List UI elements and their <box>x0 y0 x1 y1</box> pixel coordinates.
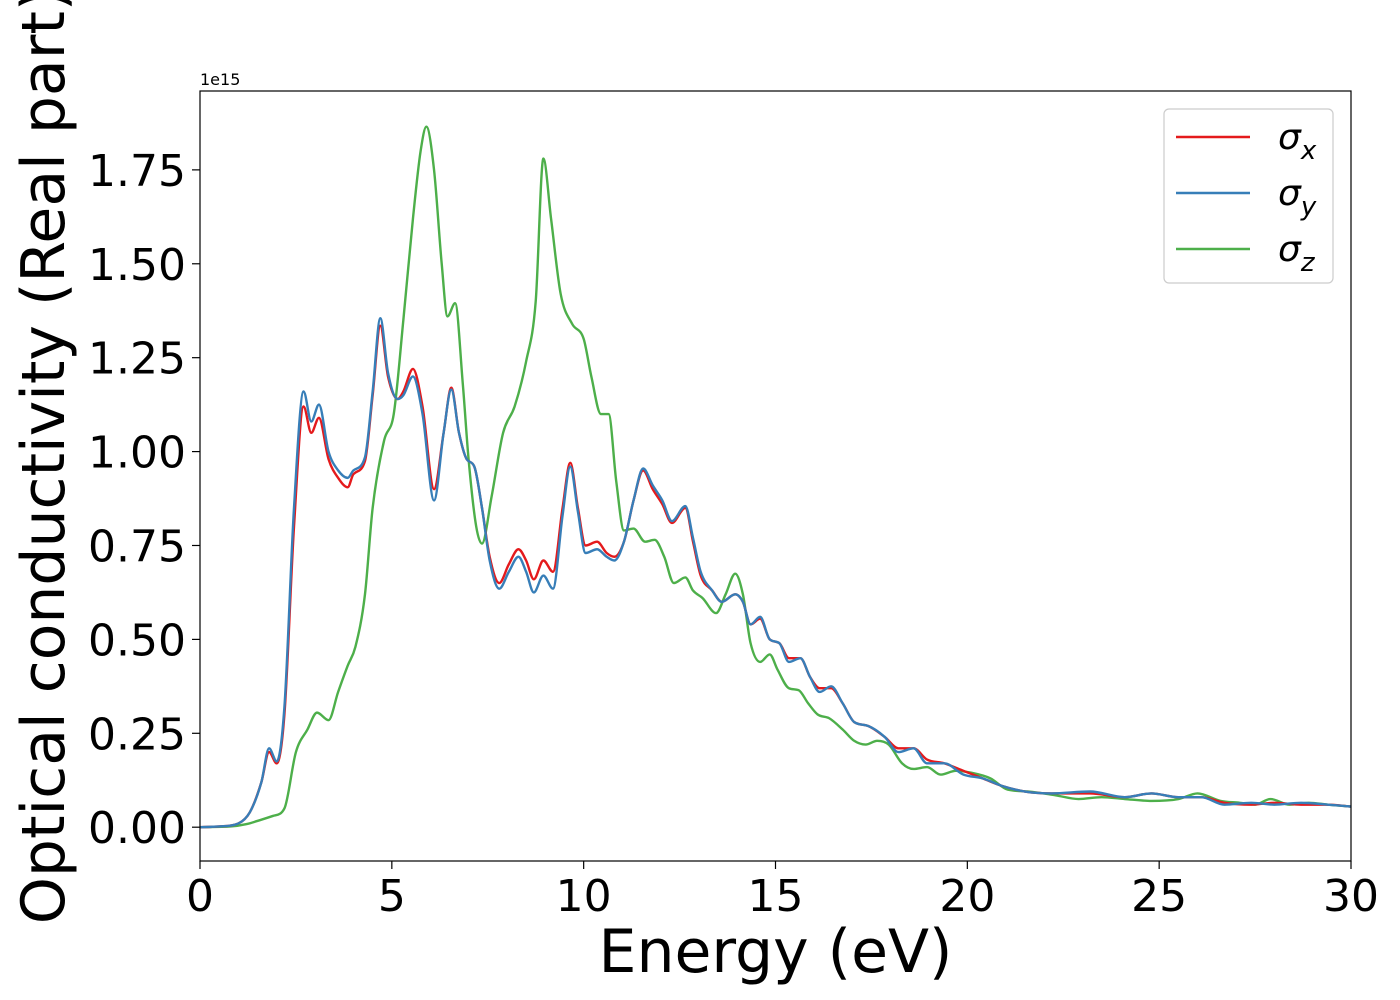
legend-label-base: σ <box>1278 173 1302 214</box>
y-tick-label: 0.75 <box>88 521 186 572</box>
y-tick-label: 1.25 <box>88 334 186 385</box>
y-offset-label: 1e15 <box>200 70 240 89</box>
x-tick-label: 20 <box>939 871 995 922</box>
legend-entry-z: σz <box>1176 229 1316 278</box>
x-tick-label: 5 <box>378 871 406 922</box>
legend-label-subscript: y <box>1300 192 1317 222</box>
legend-box <box>1163 108 1334 284</box>
y-axis: 0.00 0.25 0.50 0.75 1.00 1.25 1.50 1.75 <box>88 146 200 854</box>
x-axis-title: Energy (eV) <box>599 917 953 987</box>
legend-entry-y: σy <box>1176 173 1317 222</box>
legend-label-subscript: x <box>1300 136 1317 166</box>
y-axis-title: Optical conductivity (Real part) <box>9 0 79 924</box>
series-line-y <box>200 317 1351 829</box>
x-tick-label: 10 <box>556 871 612 922</box>
x-axis: 0 5 10 15 20 25 30 <box>186 861 1379 922</box>
legend-label: σx <box>1278 117 1317 166</box>
legend-entry-x: σx <box>1176 117 1317 166</box>
legend-label-subscript: z <box>1300 248 1316 278</box>
series-layer <box>200 125 1351 829</box>
legend-label: σz <box>1278 229 1316 278</box>
x-tick-label: 0 <box>186 871 214 922</box>
x-tick-label: 25 <box>1131 871 1187 922</box>
x-tick-label: 15 <box>748 871 804 922</box>
y-tick-label: 0.50 <box>88 615 186 666</box>
y-tick-label: 0.00 <box>88 803 186 854</box>
legend-label-base: σ <box>1278 117 1302 158</box>
y-tick-label: 1.00 <box>88 428 186 479</box>
x-tick-label: 30 <box>1323 871 1379 922</box>
legend-label: σy <box>1278 173 1317 222</box>
y-tick-label: 0.25 <box>88 709 186 760</box>
y-tick-label: 1.50 <box>88 240 186 291</box>
legend-label-base: σ <box>1278 229 1302 270</box>
series-line-x <box>200 324 1351 829</box>
y-tick-label: 1.75 <box>88 146 186 197</box>
series-line-z <box>200 125 1351 829</box>
